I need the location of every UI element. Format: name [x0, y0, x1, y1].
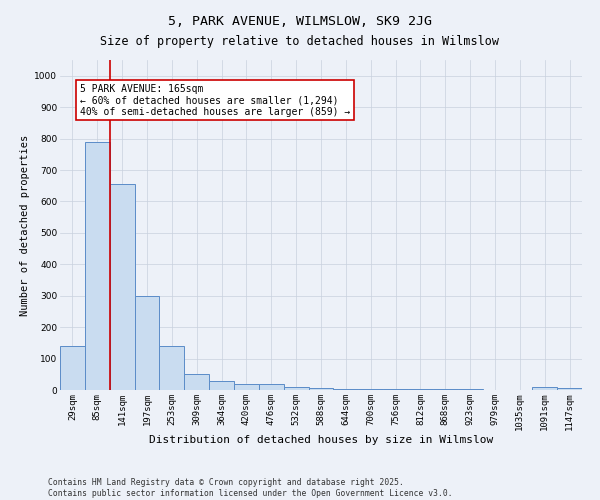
Bar	[110, 184, 134, 390]
Text: 5, PARK AVENUE, WILMSLOW, SK9 2JG: 5, PARK AVENUE, WILMSLOW, SK9 2JG	[168, 15, 432, 28]
Bar	[160, 346, 184, 390]
Bar	[557, 388, 582, 390]
X-axis label: Distribution of detached houses by size in Wilmslow: Distribution of detached houses by size …	[149, 434, 493, 444]
Bar	[532, 387, 557, 390]
Bar	[85, 142, 110, 390]
Bar	[234, 384, 259, 390]
Text: 5 PARK AVENUE: 165sqm
← 60% of detached houses are smaller (1,294)
40% of semi-d: 5 PARK AVENUE: 165sqm ← 60% of detached …	[80, 84, 350, 117]
Bar	[284, 388, 308, 390]
Bar	[209, 381, 234, 390]
Bar	[259, 384, 284, 390]
Bar	[134, 296, 160, 390]
Y-axis label: Number of detached properties: Number of detached properties	[20, 134, 30, 316]
Text: Contains HM Land Registry data © Crown copyright and database right 2025.
Contai: Contains HM Land Registry data © Crown c…	[48, 478, 452, 498]
Bar	[308, 388, 334, 390]
Bar	[184, 374, 209, 390]
Text: Size of property relative to detached houses in Wilmslow: Size of property relative to detached ho…	[101, 35, 499, 48]
Bar	[60, 346, 85, 390]
Bar	[334, 389, 358, 390]
